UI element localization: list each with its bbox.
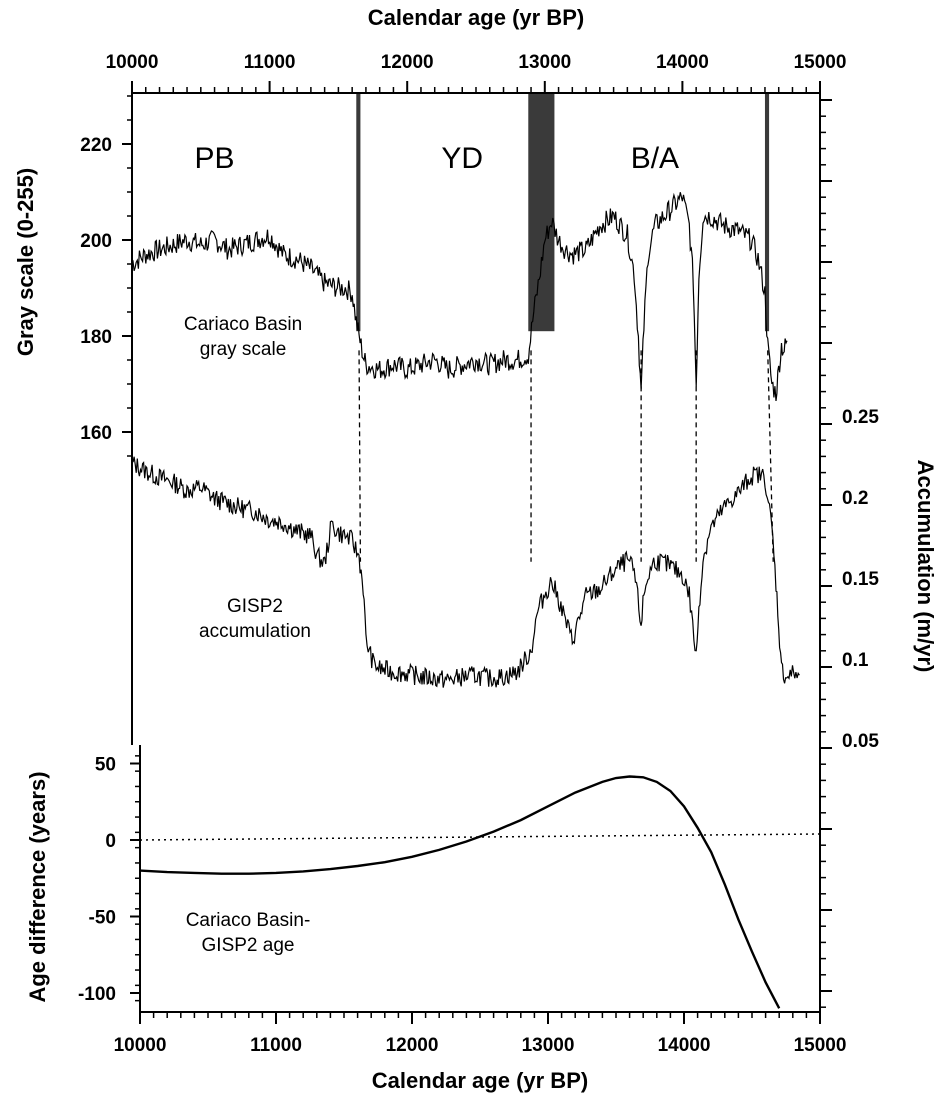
- top-tick-label: 10000: [106, 52, 159, 73]
- gray-annotation-line1: Cariaco Basin: [184, 314, 302, 335]
- period-label: PB: [195, 142, 235, 175]
- gisp2-accumulation-line: [131, 456, 800, 688]
- bottom-tick-label: 13000: [522, 1035, 575, 1056]
- period-label: YD: [441, 142, 483, 175]
- bottom-tick-label: 15000: [794, 1035, 847, 1056]
- gray-tick-label: 160: [80, 423, 112, 444]
- chart-labels: PB YD B/A Cariaco Basin gray scale GISP2 accum…: [184, 142, 679, 956]
- bottom-tick-label: 11000: [250, 1035, 302, 1056]
- axes: 10000 11000 12000 13000 14000 15000 Calendar a…: [13, 5, 938, 1093]
- cariaco-gray-scale-line: [131, 192, 788, 401]
- acc-axis-title: Accumulation (m/yr): [913, 460, 938, 673]
- diff-annotation-line1: Cariaco Basin-: [186, 910, 311, 931]
- top-tick-label: 14000: [656, 52, 709, 73]
- bottom-tick-label: 10000: [114, 1035, 167, 1056]
- transition-band: [528, 93, 555, 332]
- top-tick-label: 11000: [244, 52, 296, 73]
- gray-tick-label: 220: [80, 135, 112, 156]
- bottom-axis-title: Calendar age (yr BP): [372, 1068, 588, 1093]
- acc-annotation-line1: GISP2: [227, 596, 283, 617]
- top-tick-label: 13000: [518, 52, 571, 73]
- transition-band: [764, 93, 770, 332]
- diff-axis-title: Age difference (years): [25, 771, 50, 1002]
- diff-tick-label: 0: [105, 831, 116, 852]
- diff-annotation-line2: GISP2 age: [202, 935, 295, 956]
- top-tick-label: 15000: [794, 52, 847, 73]
- gray-tick-label: 200: [80, 231, 112, 252]
- correlation-dashed-line: [358, 350, 362, 562]
- bottom-tick-label: 14000: [658, 1035, 711, 1056]
- gray-annotation-line2: gray scale: [200, 339, 287, 360]
- transition-band: [356, 93, 361, 332]
- acc-tick-label: 0.05: [842, 731, 879, 752]
- top-tick-label: 12000: [381, 52, 434, 73]
- diff-tick-label: -100: [78, 984, 116, 1005]
- diff-tick-label: -50: [89, 908, 116, 929]
- acc-annotation-line2: accumulation: [199, 621, 311, 642]
- gray-tick-label: 180: [80, 327, 112, 348]
- acc-tick-label: 0.15: [842, 569, 879, 590]
- period-label: B/A: [631, 142, 679, 175]
- acc-tick-label: 0.25: [842, 407, 879, 428]
- gray-axis-title: Gray scale (0-255): [13, 168, 38, 356]
- bottom-tick-label: 12000: [386, 1035, 439, 1056]
- acc-tick-label: 0.2: [842, 488, 868, 509]
- age-difference-curve: [139, 775, 781, 1009]
- transition-bands: [356, 93, 770, 332]
- diff-tick-label: 50: [95, 755, 116, 776]
- top-axis-title: Calendar age (yr BP): [368, 5, 584, 30]
- series-lines: [131, 192, 821, 1009]
- correlation-lines: [358, 350, 774, 562]
- acc-tick-label: 0.1: [842, 650, 869, 671]
